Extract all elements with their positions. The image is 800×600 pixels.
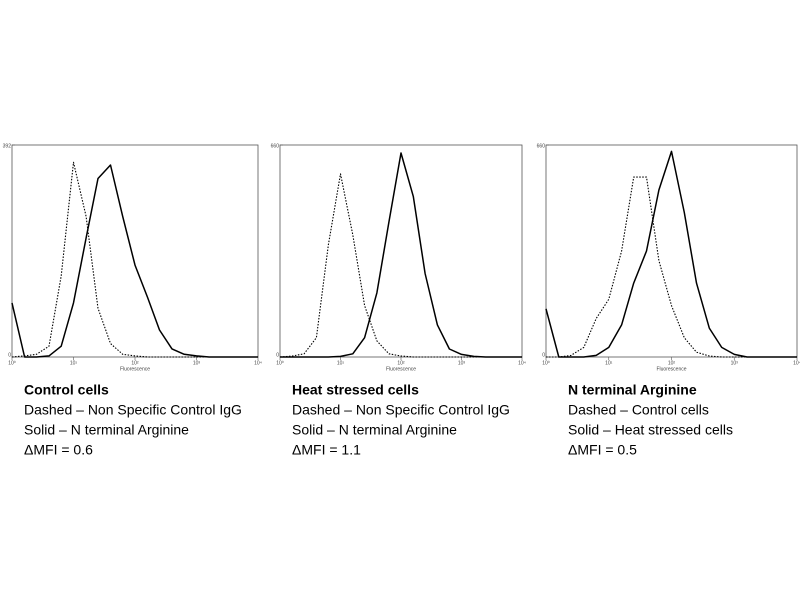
x-tick-label: 10² bbox=[397, 360, 405, 366]
x-tick-label: 10¹ bbox=[70, 360, 78, 366]
x-tick-label: 10³ bbox=[731, 360, 739, 366]
caption-line: ΔMFI = 0.5 bbox=[568, 442, 637, 458]
y-tick-label: 660 bbox=[537, 143, 546, 149]
plot-frame bbox=[545, 144, 798, 358]
caption-title: N terminal Arginine bbox=[568, 382, 697, 398]
solid-line bbox=[280, 152, 522, 358]
x-tick-label: 10⁰ bbox=[542, 360, 550, 366]
x-tick-label: 10⁰ bbox=[8, 360, 16, 366]
x-tick-label: 10⁴ bbox=[254, 360, 262, 366]
caption-line: Dashed – Control cells bbox=[568, 402, 709, 418]
plot-frame bbox=[11, 144, 259, 358]
caption-title: Heat stressed cells bbox=[292, 382, 419, 398]
caption-line: Dashed – Non Specific Control IgG bbox=[292, 402, 510, 418]
x-tick-label: 10¹ bbox=[337, 360, 345, 366]
y-tick-label: 0 bbox=[276, 352, 279, 358]
y-tick-label: 0 bbox=[8, 352, 11, 358]
caption-line: Solid – N terminal Arginine bbox=[292, 422, 457, 438]
x-axis-label: Fluorescence bbox=[386, 366, 416, 372]
x-axis-label: Fluorescence bbox=[656, 366, 686, 372]
caption-line: Solid – N terminal Arginine bbox=[24, 422, 189, 438]
x-tick-label: 10³ bbox=[193, 360, 201, 366]
dashed-line bbox=[279, 173, 522, 358]
caption-line: Dashed – Non Specific Control IgG bbox=[24, 402, 242, 418]
dashed-line bbox=[11, 161, 258, 358]
x-tick-label: 10⁴ bbox=[518, 360, 526, 366]
x-tick-label: 10² bbox=[668, 360, 676, 366]
plot-frame bbox=[279, 144, 523, 358]
caption-line: ΔMFI = 1.1 bbox=[292, 442, 361, 458]
x-axis-label: Fluorescence bbox=[120, 366, 150, 372]
solid-line bbox=[11, 164, 258, 358]
x-tick-label: 10³ bbox=[458, 360, 466, 366]
caption-title: Control cells bbox=[24, 382, 109, 398]
caption-line: ΔMFI = 0.6 bbox=[24, 442, 93, 458]
x-tick-label: 10⁰ bbox=[276, 360, 284, 366]
solid-line bbox=[545, 150, 797, 358]
x-tick-label: 10⁴ bbox=[793, 360, 800, 366]
dashed-line bbox=[546, 176, 797, 358]
x-tick-label: 10² bbox=[131, 360, 139, 366]
y-tick-label: 660 bbox=[271, 143, 280, 149]
y-tick-label: 0 bbox=[542, 352, 545, 358]
x-tick-label: 10¹ bbox=[605, 360, 613, 366]
caption-line: Solid – Heat stressed cells bbox=[568, 422, 733, 438]
y-tick-label: 392 bbox=[3, 143, 12, 149]
